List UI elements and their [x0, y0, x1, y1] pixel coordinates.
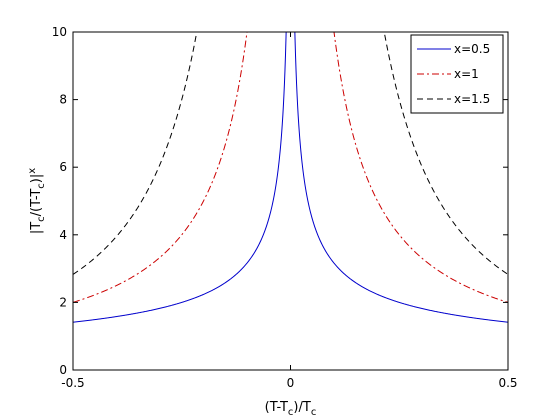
curves-layer: [73, 32, 508, 323]
legend-label-1: x=0.5: [454, 42, 490, 56]
series-line-1-left: [73, 32, 287, 323]
y-tick-label: 0: [59, 363, 67, 377]
series-line-3-left: [73, 32, 198, 275]
legend-box: [410, 34, 504, 114]
x-tick-label: -0.5: [61, 376, 84, 390]
series-line-1-right: [294, 32, 508, 323]
legend-label-2: x=1: [454, 67, 479, 81]
series-line-2-left: [73, 32, 248, 303]
y-tick-label: 8: [59, 93, 67, 107]
series-line-2-right: [333, 32, 508, 303]
y-tick-label: 2: [59, 295, 67, 309]
x-axis-label: (T-Tc​)/Tc​: [265, 400, 317, 418]
legend-label-3: x=1.5: [454, 92, 490, 106]
y-tick-label: 6: [59, 160, 67, 174]
y-axis-label: |Tc​/(T-Tc​)|x​: [27, 168, 47, 234]
y-tick-label: 10: [52, 25, 67, 39]
x-tick-label: 0: [287, 376, 295, 390]
series-line-3-right: [383, 32, 508, 275]
legend: x=0.5 x=1 x=1.5: [410, 34, 504, 114]
x-tick-label: 0.5: [498, 376, 517, 390]
y-tick-label: 4: [59, 228, 67, 242]
